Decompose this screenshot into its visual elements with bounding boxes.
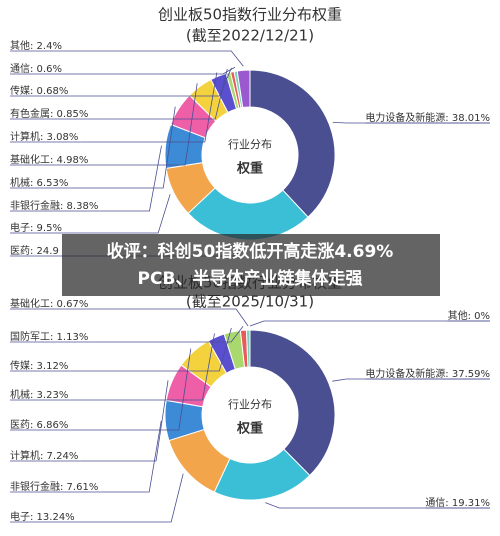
leader-line [80, 380, 169, 462]
donut-slice [245, 329, 251, 368]
slice-label: 其他: 2.4% [10, 39, 62, 52]
donut-slice [249, 69, 336, 218]
leader-line [100, 145, 162, 212]
slice-label: 非银行金融: 8.38% [10, 199, 98, 212]
slice-label: 计算机: 7.24% [10, 449, 78, 462]
donut-slice [236, 69, 251, 109]
slice-label: 机械: 3.23% [10, 388, 68, 401]
donut-slice [249, 329, 336, 477]
slice-label: 电子: 13.24% [10, 510, 75, 523]
slice-label: 计算机: 3.08% [10, 130, 78, 143]
slice-label: 有色金属: 0.85% [10, 107, 88, 120]
leader-line [90, 68, 228, 120]
leader-line [63, 50, 244, 67]
leader-line [70, 106, 176, 189]
leader-line [90, 326, 244, 343]
leader-line [63, 194, 171, 234]
slice-label: 电力设备及新能源: 37.59% [365, 367, 490, 380]
slice-label: 通信: 19.31% [425, 497, 490, 509]
center-title: 行业分布 [228, 138, 272, 151]
headline: 收评：科创50指数低开高走涨4.69% [107, 241, 394, 262]
slice-label: 医药: 6.86% [10, 419, 68, 431]
chart-subtitle: (截至2025/10/31) [186, 293, 314, 311]
leader-line [70, 67, 232, 97]
center-title: 行业分布 [228, 398, 272, 411]
leader-line [90, 83, 198, 166]
leader-line [63, 66, 236, 75]
slice-label: 传媒: 0.68% [10, 85, 68, 97]
slice-label: 医药: 24.9 [10, 245, 59, 257]
leader-line [100, 420, 162, 493]
center-subtitle: 权重 [236, 421, 263, 437]
center-subtitle: 权重 [236, 161, 263, 177]
leader-line [265, 502, 490, 509]
slice-label: 传媒: 3.12% [10, 360, 68, 372]
chart-subtitle: (截至2022/12/21) [186, 27, 314, 45]
slice-label: 基础化工: 4.98% [10, 153, 88, 166]
slice-label: 通信: 0.6% [10, 63, 62, 75]
slice-label: 非银行金融: 7.61% [10, 480, 98, 493]
slice-label: 其他: 0% [448, 309, 490, 322]
slice-label: 电子: 9.5% [10, 221, 62, 234]
leader-line [76, 473, 184, 523]
headline: PCB、半导体产业链集体走强 [138, 268, 363, 289]
slice-label: 机械: 6.53% [10, 176, 68, 189]
leader-line [70, 333, 215, 401]
slice-label: 国防军工: 1.13% [10, 330, 88, 343]
leader-line [249, 320, 490, 327]
headline-band [62, 234, 440, 296]
leader-line [90, 308, 249, 327]
chart-title: 创业板50指数行业分布权重 [158, 6, 342, 24]
leader-line [70, 348, 192, 431]
slice-label: 基础化工: 0.67% [10, 297, 88, 310]
slice-label: 电力设备及新能源: 38.01% [365, 111, 490, 124]
